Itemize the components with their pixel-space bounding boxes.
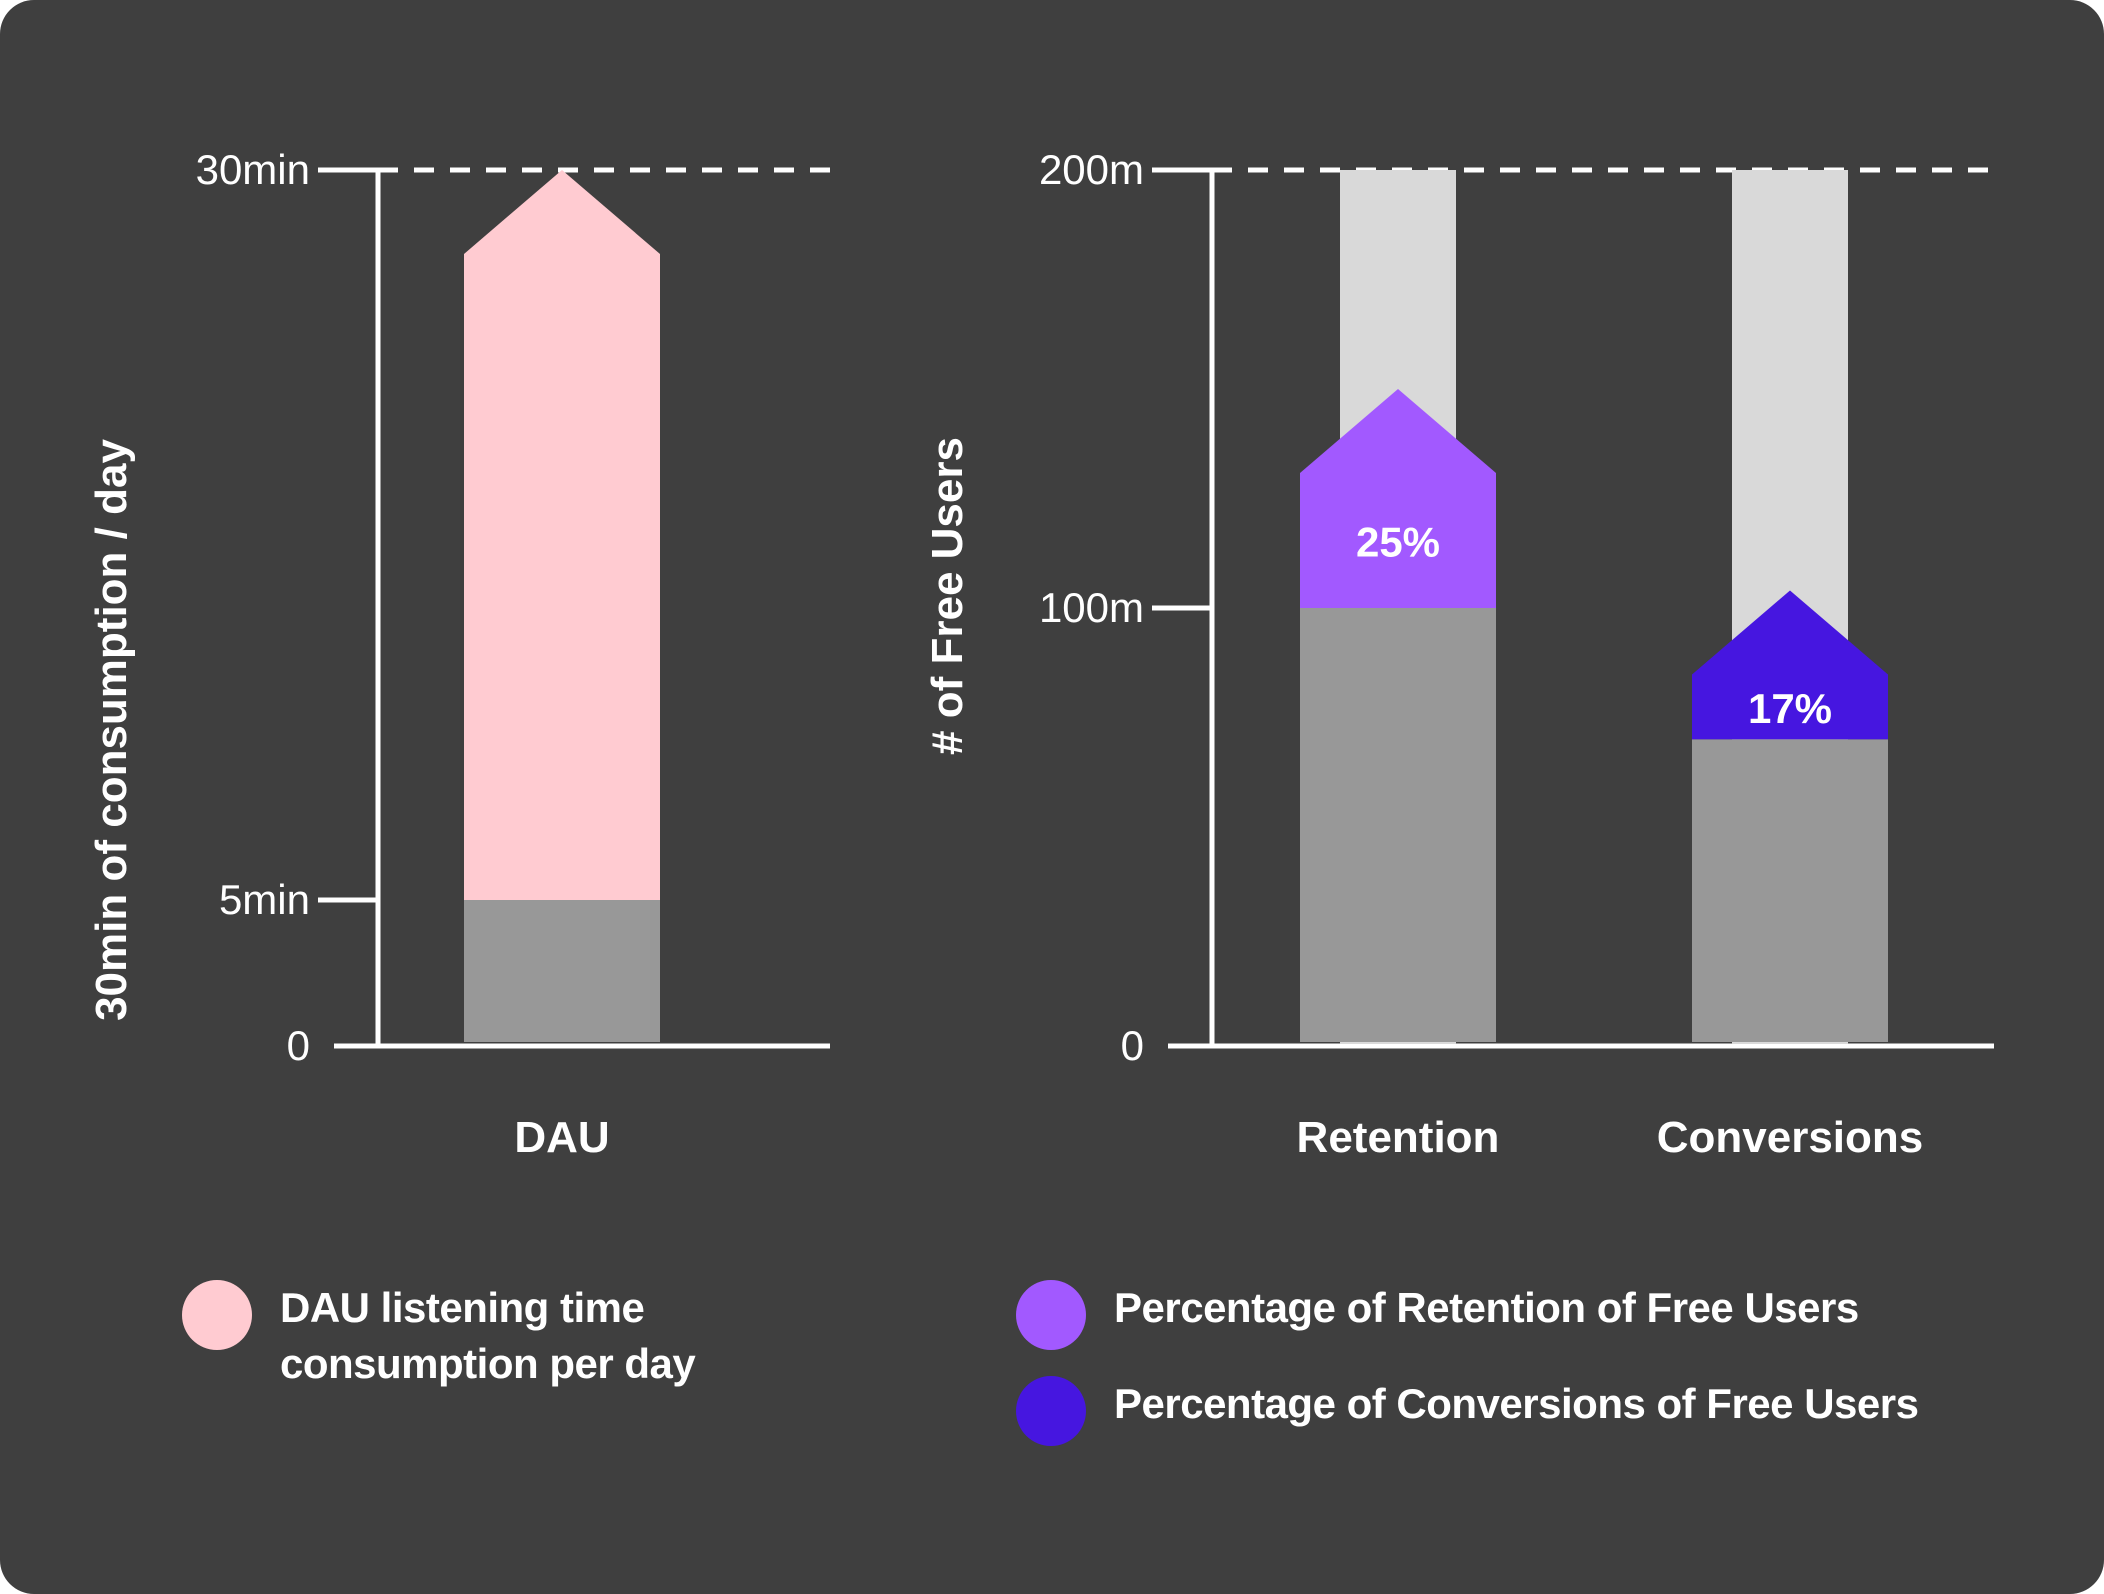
retention-base-bar [1300,608,1496,1042]
retention-increase-label: 25% [1356,519,1440,566]
right-y-axis-label: # of Free Users [923,437,972,755]
category-label-retention: Retention [1297,1113,1500,1162]
category-label-dau: DAU [514,1113,609,1162]
retention-increase-arrow-bar [1300,389,1496,608]
dau-base-bar [464,900,660,1042]
legend-item-dau: DAU listening time consumption per day [182,1280,696,1392]
left-y-axis-label: 30min of consumption / day [87,439,136,1021]
legend-swatch-retention [1016,1280,1086,1350]
left-tick-label-30min: 30min [196,146,310,193]
right-tick-label-0: 0 [1121,1022,1144,1069]
dau-consumption-arrow-bar [464,170,660,900]
free-users-chart: 0 100m 200m # of Free Users 25% Retention 17% C… [923,146,1994,1162]
conversions-increase-arrow-bar [1692,590,1888,740]
right-tick-label-100m: 100m [1039,584,1144,631]
conversions-base-bar [1692,739,1888,1042]
category-label-conversions: Conversions [1657,1113,1924,1162]
right-tick-label-200m: 200m [1039,146,1144,193]
legend-label-conversions: Percentage of Conversions of Free Users [1114,1380,1919,1427]
left-tick-label-0: 0 [287,1022,310,1069]
legend-label-retention: Percentage of Retention of Free Users [1114,1284,1859,1331]
legend-swatch-dau [182,1280,252,1350]
legend-swatch-conversions [1016,1376,1086,1446]
consumption-chart: 0 5min 30min 30min of consumption / day DAU [87,146,830,1162]
legend-label-dau: DAU listening time consumption per day [280,1284,696,1387]
legend-item-conversions: Percentage of Conversions of Free Users [1016,1376,1919,1446]
legend-item-retention: Percentage of Retention of Free Users [1016,1280,1859,1350]
left-tick-label-5min: 5min [219,876,310,923]
conversions-increase-label: 17% [1748,685,1832,732]
